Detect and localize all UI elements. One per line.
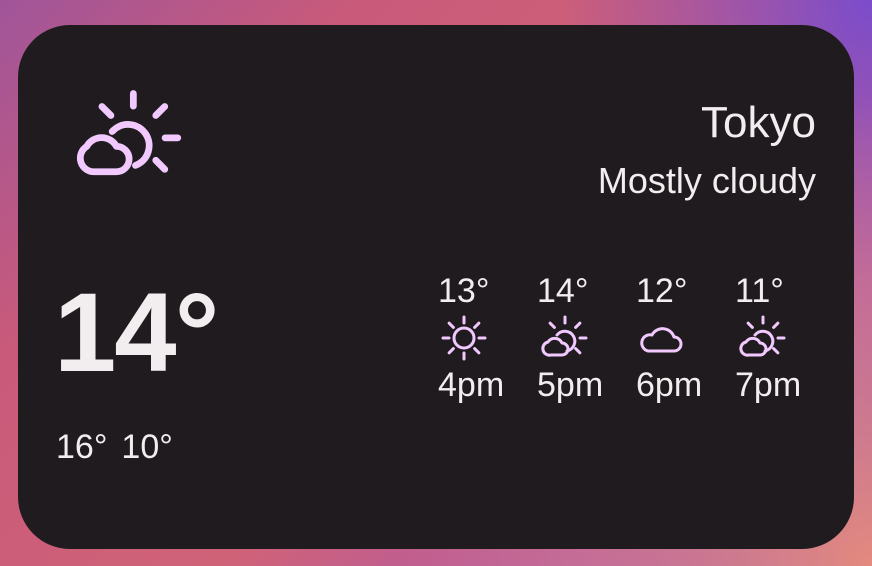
current-temperature: 14° bbox=[54, 270, 219, 395]
hourly-item: 14° 5pm bbox=[537, 269, 636, 407]
condition-text: Mostly cloudy bbox=[597, 160, 816, 201]
low-temperature: 10° bbox=[121, 428, 173, 466]
hourly-time: 5pm bbox=[537, 366, 604, 404]
partly-cloudy-icon bbox=[537, 313, 589, 363]
weather-widget[interactable]: Tokyo Mostly cloudy 14° 16° 10° 13° 4pm 14… bbox=[18, 25, 854, 549]
hourly-item: 11° 7pm bbox=[735, 269, 834, 407]
hourly-forecast: 13° 4pm 14° 5pm 12° 6pm 11° 7pm bbox=[438, 269, 834, 407]
hourly-time: 6pm bbox=[636, 366, 703, 404]
high-low: 16° 10° bbox=[56, 425, 187, 469]
hourly-temp: 14° bbox=[537, 272, 589, 310]
hourly-temp: 12° bbox=[636, 272, 688, 310]
partly-cloudy-icon bbox=[72, 87, 182, 187]
cloudy-icon bbox=[636, 313, 688, 363]
city-name: Tokyo bbox=[701, 98, 816, 147]
sunny-icon bbox=[438, 313, 490, 363]
hourly-temp: 11° bbox=[735, 272, 784, 310]
hourly-time: 7pm bbox=[735, 366, 802, 404]
high-temperature: 16° bbox=[56, 428, 108, 466]
hourly-time: 4pm bbox=[438, 366, 505, 404]
hourly-item: 13° 4pm bbox=[438, 269, 537, 407]
partly-cloudy-icon bbox=[735, 313, 787, 363]
hourly-temp: 13° bbox=[438, 272, 490, 310]
hourly-item: 12° 6pm bbox=[636, 269, 735, 407]
